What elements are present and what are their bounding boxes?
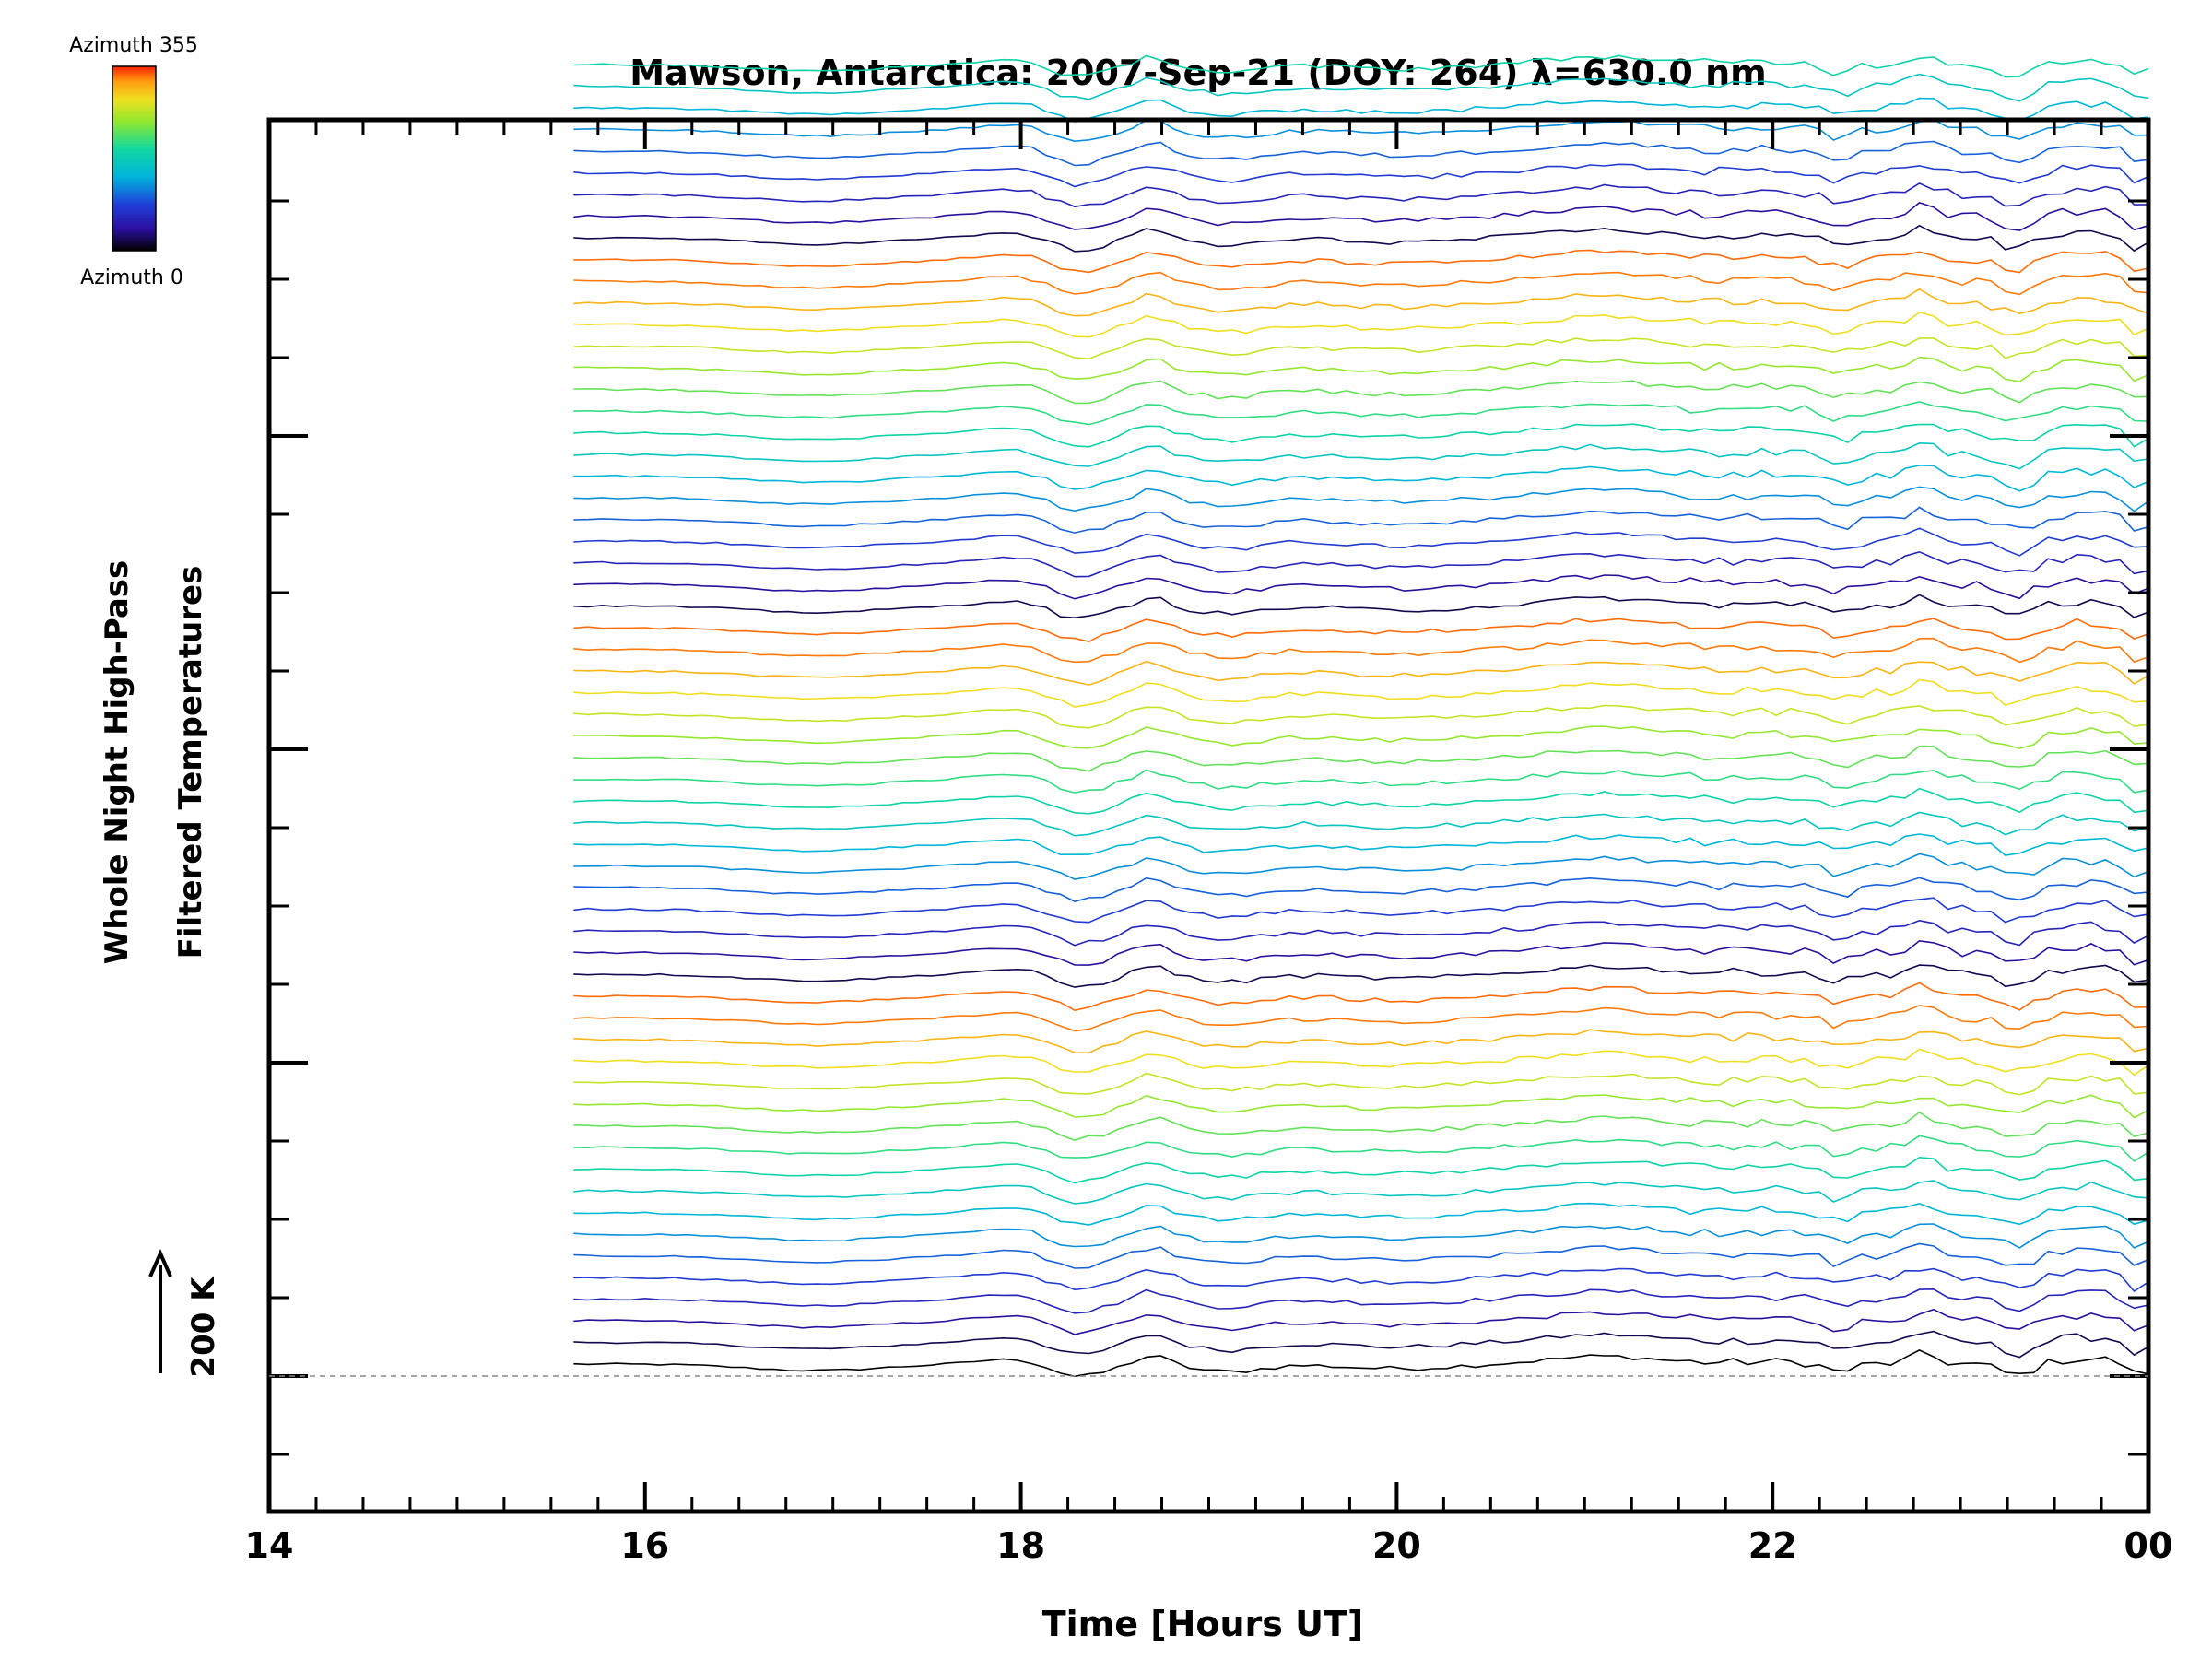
series-line [573, 982, 2149, 1012]
series-line [573, 787, 2149, 815]
scale-indicator: 200 K [148, 1249, 222, 1378]
x-axis-label: Time [Hours UT] [1042, 1604, 1364, 1644]
series-line [573, 1135, 2149, 1162]
series-line [573, 725, 2149, 749]
series-line [573, 1072, 2149, 1096]
series-line [573, 1094, 2149, 1119]
series-line [573, 897, 2149, 924]
series-line [573, 356, 2149, 382]
series-line [573, 745, 2149, 772]
series-line [573, 769, 2149, 794]
series-line [573, 118, 2149, 143]
series-line [573, 877, 2149, 902]
series-line [573, 97, 2149, 124]
plot-axes [266, 117, 2151, 1514]
colorbar-gradient [112, 65, 157, 252]
series-line [573, 637, 2149, 664]
series-line [573, 1111, 2149, 1141]
series-line [573, 833, 2149, 856]
series-line [573, 1180, 2149, 1205]
x-tick-label: 22 [1748, 1525, 1797, 1566]
series-line [573, 486, 2149, 512]
x-tick-label: 18 [996, 1525, 1045, 1566]
series-line [573, 1005, 2149, 1032]
series-line [573, 1288, 2149, 1314]
series-line [573, 380, 2149, 405]
series-line [573, 1267, 2149, 1293]
series-line [573, 337, 2149, 360]
series-line [573, 202, 2149, 231]
series-line [573, 224, 2149, 253]
series-line [573, 1223, 2149, 1249]
colorbar-min-label: Azimuth 0 [80, 266, 183, 289]
series-line [573, 1202, 2149, 1226]
series-line [573, 1029, 2149, 1054]
series-lines [573, 54, 2149, 1378]
series-line [573, 660, 2149, 686]
series-line [573, 574, 2149, 600]
series-line [573, 1330, 2149, 1359]
x-tick-label: 00 [2124, 1525, 2173, 1566]
series-line [573, 618, 2149, 643]
series-line [573, 288, 2149, 317]
series-line [573, 853, 2149, 880]
series-line [573, 249, 2149, 274]
series-line [573, 271, 2149, 296]
series-line [573, 550, 2149, 578]
series-line [573, 1048, 2149, 1077]
series-line [573, 704, 2149, 729]
series-line [573, 54, 2149, 78]
series-line [573, 964, 2149, 988]
series-line [573, 312, 2149, 338]
series-line [573, 163, 2149, 188]
series-line [573, 423, 2149, 448]
series-line [573, 527, 2149, 557]
series-line [573, 464, 2149, 492]
x-tick-label: 14 [245, 1525, 294, 1566]
series-line [573, 919, 2149, 947]
x-tick-labels: 14 16 18 20 22 00 [245, 1525, 2173, 1566]
series-line [573, 1242, 2149, 1269]
series-line [573, 811, 2149, 837]
y-axis-label-line1: Whole Night High-Pass [99, 560, 135, 965]
x-tick-label: 20 [1372, 1525, 1421, 1566]
series-line [573, 1349, 2149, 1378]
series-line [573, 401, 2149, 426]
series-line [573, 441, 2149, 470]
colorbar: Azimuth 355 Azimuth 0 [69, 34, 198, 289]
series-line [573, 182, 2149, 208]
series-line [573, 1156, 2149, 1184]
y-axis-label-line2: Filtered Temperatures [172, 566, 209, 959]
series-line [573, 678, 2149, 708]
series-line [573, 939, 2149, 966]
series-line [573, 506, 2149, 534]
colorbar-max-label: Azimuth 355 [69, 34, 198, 57]
series-line [573, 1308, 2149, 1335]
x-tick-label: 16 [620, 1525, 669, 1566]
chart-title: Mawson, Antarctica: 2007-Sep-21 (DOY: 26… [629, 53, 1766, 93]
scale-arrow-head [148, 1249, 172, 1277]
plot-frame [266, 117, 2151, 1514]
series-line [573, 140, 2149, 167]
series-line [573, 73, 2149, 102]
series-line [573, 594, 2149, 619]
scale-label: 200 K [185, 1276, 222, 1378]
